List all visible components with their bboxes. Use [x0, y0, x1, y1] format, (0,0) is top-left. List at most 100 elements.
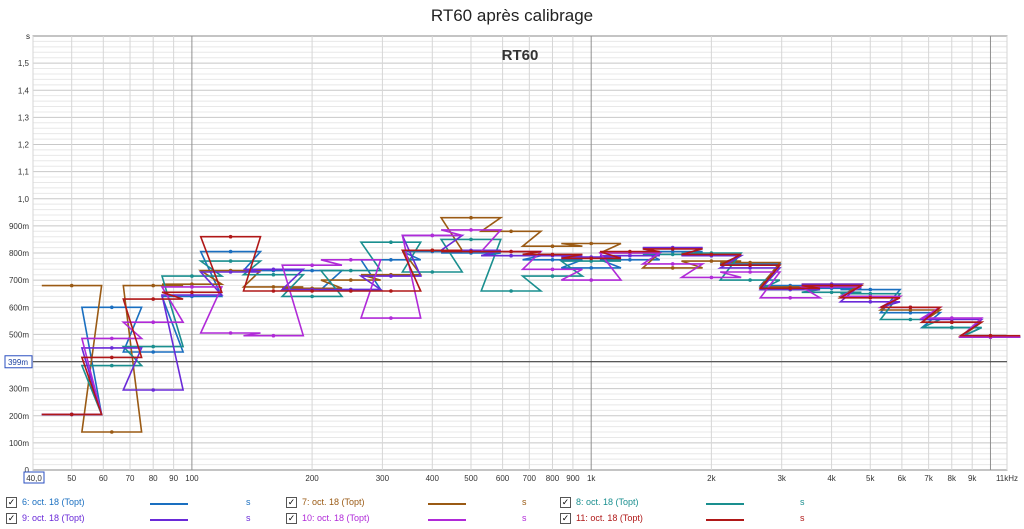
data-point [151, 344, 155, 349]
data-point [271, 272, 276, 277]
legend-swatch [150, 503, 188, 505]
legend-label: 10: oct. 18 (Topt) [302, 513, 370, 523]
legend-unit: s [246, 497, 251, 507]
x-tick-label: 700 [523, 474, 537, 483]
data-point [868, 300, 873, 304]
rt60-chart[interactable]: 0 100m 200m 300m 500m 600m 700m 800m 900m 1,0 1,1 1… [0, 28, 1024, 488]
data-point [271, 267, 276, 272]
data-point [589, 241, 593, 246]
series-line[interactable] [41, 235, 1021, 416]
data-point [829, 283, 834, 288]
data-point [748, 266, 752, 270]
data-point [469, 215, 473, 220]
x-tick-label: 1k [587, 474, 596, 483]
x-tick-label: 60 [99, 474, 108, 483]
legend-label: 9: oct. 18 (Topt) [22, 513, 85, 523]
legend-checkbox[interactable]: ✓ [6, 513, 17, 524]
data-point [271, 333, 276, 338]
data-point [151, 320, 155, 325]
data-point [190, 293, 194, 297]
legend: ✓ 6: oct. 18 (Topt) s ✓ 7: oct. 18 (Topt) s ✓ 8… [0, 493, 1024, 529]
data-point [310, 289, 314, 293]
data-point [228, 331, 233, 335]
legend-unit: s [522, 513, 527, 523]
data-point [829, 290, 834, 295]
data-point [271, 285, 276, 289]
data-point [469, 249, 473, 254]
x-start-box[interactable] [23, 471, 45, 484]
legend-checkbox[interactable]: ✓ [286, 497, 297, 508]
data-point [709, 275, 714, 280]
data-point [310, 294, 314, 299]
data-point [228, 270, 233, 274]
data-point [550, 244, 555, 248]
inner-chart-label: RT60 [502, 47, 539, 64]
data-point [190, 282, 194, 286]
data-point [389, 240, 393, 244]
cursor-value-box[interactable] [4, 355, 33, 369]
legend-swatch [706, 519, 744, 521]
legend-item[interactable]: ✓ 9: oct. 18 (Topt) s [6, 511, 276, 527]
legend-label: 6: oct. 18 (Topt) [22, 497, 85, 507]
data-point [430, 248, 435, 253]
data-point [550, 267, 555, 272]
data-point [509, 229, 513, 234]
x-tick-label: 9k [968, 474, 977, 483]
legend-checkbox[interactable]: ✓ [560, 513, 571, 524]
data-point [310, 263, 314, 267]
data-point [550, 258, 555, 262]
data-point [151, 350, 155, 354]
x-tick-label: 100 [185, 474, 199, 483]
data-point [589, 259, 593, 263]
data-point [670, 262, 675, 266]
legend-checkbox[interactable]: ✓ [6, 497, 17, 508]
legend-unit: s [800, 513, 805, 523]
data-point [950, 320, 954, 325]
y-tick-label: 600m [9, 303, 29, 312]
data-point [349, 289, 353, 293]
y-tick-label: 1,1 [18, 168, 30, 177]
data-point [748, 278, 752, 282]
x-tick-label: 400 [426, 474, 440, 483]
legend-item[interactable]: ✓ 6: oct. 18 (Topt) s [6, 495, 276, 511]
cursor-value-label: 399m [8, 358, 28, 367]
grid [32, 36, 1008, 470]
series-line[interactable] [41, 238, 1021, 416]
y-tick-label: 300m [9, 385, 29, 394]
data-point [509, 249, 513, 254]
series-6[interactable] [41, 234, 1021, 417]
data-point [190, 274, 194, 278]
series-group [41, 215, 1021, 434]
chart-title: RT60 après calibrage [430, 6, 594, 25]
data-point [190, 285, 194, 289]
data-point [69, 412, 74, 417]
data-point [670, 252, 675, 257]
data-point [908, 310, 913, 315]
series-3[interactable] [41, 237, 1021, 417]
legend-checkbox[interactable]: ✓ [560, 497, 571, 508]
legend-item[interactable]: ✓ 11: oct. 18 (Topt) s [560, 511, 830, 527]
cursor-line[interactable]: 399m [4, 355, 1007, 369]
data-point [628, 258, 632, 262]
x-tick-label: 4k [827, 474, 836, 483]
data-point [389, 258, 393, 262]
x-tick-label: 5k [866, 474, 875, 483]
data-point [868, 296, 873, 300]
data-point [788, 286, 792, 291]
legend-item[interactable]: ✓ 7: oct. 18 (Topt) s [286, 495, 556, 511]
legend-unit: s [522, 497, 527, 507]
y-unit-label: s [26, 32, 30, 41]
data-point [950, 316, 954, 320]
data-point [868, 291, 873, 296]
legend-item[interactable]: ✓ 10: oct. 18 (Topt) s [286, 511, 556, 527]
legend-checkbox[interactable]: ✓ [286, 513, 297, 524]
data-point [748, 263, 752, 267]
data-point [469, 237, 473, 242]
y-tick-label: 1,3 [18, 113, 30, 122]
legend-label: 11: oct. 18 (Topt) [576, 513, 643, 523]
data-point [349, 268, 353, 273]
legend-item[interactable]: ✓ 8: oct. 18 (Topt) s [560, 495, 830, 511]
data-point [988, 333, 993, 338]
x-tick-label: 500 [464, 474, 478, 483]
data-point [349, 278, 353, 282]
